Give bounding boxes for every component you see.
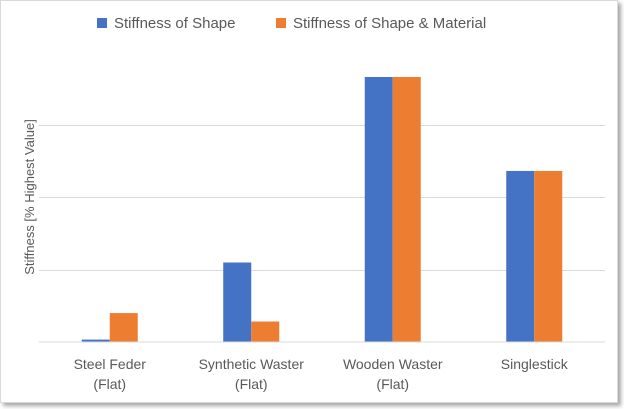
bar-shape [364, 77, 393, 342]
y-axis-label: Stiffness [% Highest Value] [22, 119, 37, 275]
x-tick-label: (Flat) [93, 376, 126, 392]
x-tick-label: Singlestick [501, 356, 569, 372]
x-tick-label: Wooden Waster [343, 356, 443, 372]
legend-swatch [97, 18, 107, 28]
bar-shape-material [392, 77, 421, 342]
bar-chart: Stiffness of Shape Stiffness of Shape & M… [22, 15, 605, 392]
bar-shape [223, 262, 252, 342]
bar-shape-material [251, 321, 280, 342]
legend-label: Stiffness of Shape [114, 15, 235, 32]
legend-label: Stiffness of Shape & Material [293, 15, 486, 32]
legend: Stiffness of Shape Stiffness of Shape & M… [97, 15, 486, 32]
bars [81, 77, 563, 342]
x-tick-label: (Flat) [235, 376, 268, 392]
bar-shape-material [534, 170, 563, 342]
x-tick-labels: Steel Feder (Flat) Synthetic Waster (Flat) W… [74, 356, 569, 392]
x-tick-label: Synthetic Waster [199, 356, 305, 372]
legend-swatch [276, 18, 286, 28]
bar-shape-material [109, 313, 138, 342]
x-tick-label: (Flat) [376, 376, 409, 392]
x-tick-label: Steel Feder [74, 356, 147, 372]
chart-frame: Stiffness of Shape Stiffness of Shape & M… [0, 0, 618, 403]
bar-shape [81, 339, 110, 342]
bar-shape [506, 170, 535, 342]
